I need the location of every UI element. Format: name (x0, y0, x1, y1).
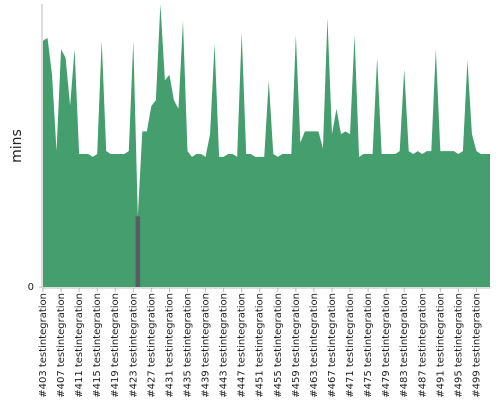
x-tick-label: #435 testintegration (182, 293, 193, 398)
x-tick-label: #419 testintegration (110, 293, 121, 398)
failed-build-bar (135, 216, 141, 287)
x-tick-label: #423 testintegration (128, 293, 139, 398)
x-tick-label: #487 testintegration (417, 293, 428, 398)
y-tick-label: 0 (28, 282, 34, 293)
x-tick-label: #479 testintegration (381, 293, 392, 398)
x-tick-label: #451 testintegration (255, 293, 266, 398)
x-tick-label: #483 testintegration (399, 293, 410, 398)
x-tick-label: #411 testintegration (74, 293, 85, 398)
x-tick-label: #447 testintegration (237, 293, 248, 398)
x-tick-label: #463 testintegration (309, 293, 320, 398)
x-tick-label: #467 testintegration (327, 293, 338, 398)
x-tick-label: #499 testintegration (471, 293, 482, 398)
y-axis-label: mins (9, 129, 25, 163)
x-tick-label: #439 testintegration (201, 293, 212, 398)
x-tick-label: #431 testintegration (164, 293, 175, 398)
x-tick-label: #427 testintegration (146, 293, 157, 398)
x-tick-label: #475 testintegration (363, 293, 374, 398)
x-tick-label: #455 testintegration (273, 293, 284, 398)
x-tick-label: #471 testintegration (345, 293, 356, 398)
area (43, 4, 490, 287)
x-tick-label: #415 testintegration (92, 293, 103, 398)
x-tick-label: #495 testintegration (453, 293, 464, 398)
x-tick-label: #459 testintegration (291, 293, 302, 398)
x-tick-label: #491 testintegration (435, 293, 446, 398)
x-tick-label: #403 testintegration (38, 293, 49, 398)
x-tick-label: #443 testintegration (219, 293, 230, 398)
x-tick-label: #407 testintegration (56, 293, 67, 398)
